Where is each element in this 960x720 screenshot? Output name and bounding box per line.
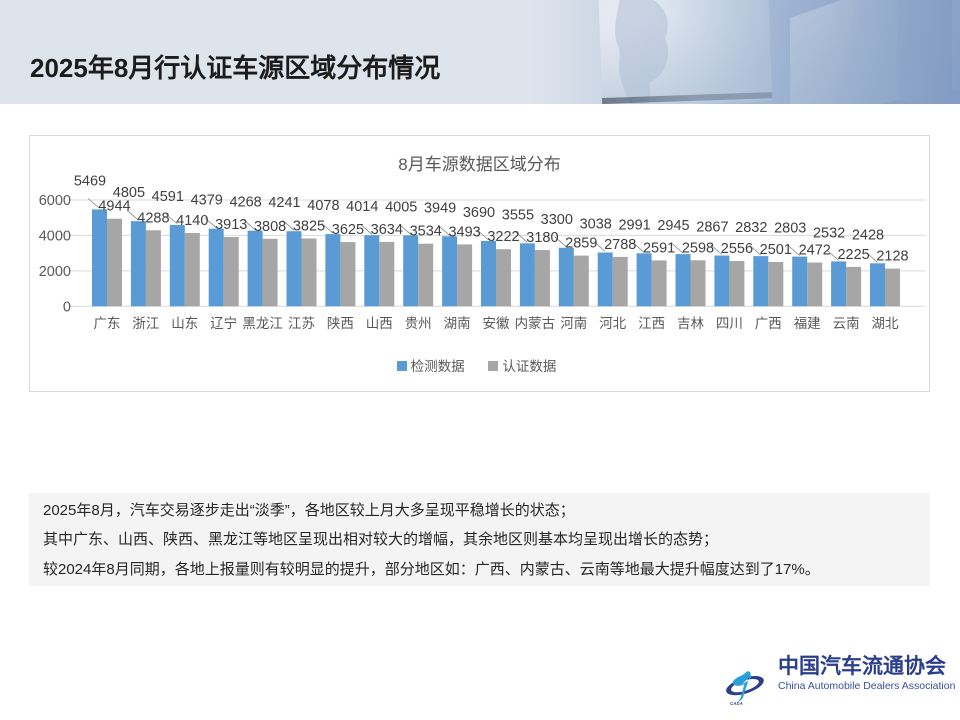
- svg-text:4000: 4000: [39, 228, 71, 244]
- svg-text:2225: 2225: [837, 247, 869, 263]
- svg-text:2501: 2501: [760, 242, 792, 258]
- svg-text:2867: 2867: [696, 220, 728, 236]
- svg-text:2591: 2591: [643, 240, 675, 256]
- svg-text:3038: 3038: [580, 217, 612, 233]
- svg-text:云南: 云南: [833, 316, 860, 331]
- svg-text:3534: 3534: [410, 224, 442, 240]
- svg-text:江西: 江西: [638, 316, 665, 331]
- svg-text:3949: 3949: [424, 200, 456, 216]
- svg-text:5469: 5469: [74, 173, 106, 189]
- svg-text:2859: 2859: [565, 236, 597, 252]
- svg-text:贵州: 贵州: [405, 316, 432, 331]
- svg-text:3493: 3493: [448, 224, 480, 240]
- svg-text:3634: 3634: [371, 222, 403, 238]
- svg-text:山西: 山西: [366, 316, 393, 331]
- svg-text:2556: 2556: [721, 241, 753, 257]
- svg-text:4591: 4591: [152, 189, 184, 205]
- svg-text:广东: 广东: [94, 316, 121, 331]
- svg-text:2428: 2428: [852, 227, 884, 243]
- svg-text:3180: 3180: [526, 230, 558, 246]
- svg-text:4140: 4140: [176, 213, 208, 229]
- svg-text:2532: 2532: [813, 225, 845, 241]
- svg-text:湖南: 湖南: [444, 316, 471, 331]
- svg-text:广西: 广西: [755, 316, 782, 331]
- svg-text:4014: 4014: [346, 199, 378, 215]
- svg-text:湖北: 湖北: [872, 316, 900, 331]
- svg-text:黑龙江: 黑龙江: [242, 316, 283, 331]
- svg-text:3808: 3808: [254, 219, 286, 235]
- svg-text:内蒙古: 内蒙古: [515, 316, 556, 331]
- svg-text:3825: 3825: [293, 219, 325, 235]
- svg-text:4379: 4379: [191, 193, 223, 209]
- svg-text:2128: 2128: [876, 249, 908, 265]
- svg-text:辽宁: 辽宁: [210, 315, 237, 331]
- svg-text:吉林: 吉林: [677, 316, 705, 331]
- svg-text:河南: 河南: [560, 316, 587, 331]
- svg-text:0: 0: [63, 299, 71, 315]
- svg-text:3913: 3913: [215, 217, 247, 233]
- svg-text:山东: 山东: [171, 316, 198, 331]
- svg-text:2788: 2788: [604, 237, 636, 253]
- svg-text:浙江: 浙江: [132, 316, 159, 331]
- svg-text:4005: 4005: [385, 199, 417, 215]
- svg-text:4288: 4288: [137, 210, 169, 226]
- svg-text:3555: 3555: [502, 207, 534, 223]
- svg-text:2472: 2472: [799, 243, 831, 259]
- svg-text:3625: 3625: [332, 222, 364, 238]
- svg-text:4078: 4078: [307, 198, 339, 214]
- svg-text:安徽: 安徽: [483, 316, 510, 331]
- svg-text:江苏: 江苏: [288, 316, 315, 331]
- svg-text:2991: 2991: [618, 217, 650, 233]
- svg-text:福建: 福建: [794, 316, 821, 331]
- svg-text:3300: 3300: [541, 212, 573, 228]
- svg-text:2832: 2832: [735, 220, 767, 236]
- svg-text:4944: 4944: [98, 199, 130, 215]
- svg-text:3222: 3222: [487, 229, 519, 245]
- svg-text:陕西: 陕西: [327, 316, 354, 331]
- svg-text:2803: 2803: [774, 221, 806, 237]
- svg-text:3690: 3690: [463, 205, 495, 221]
- svg-text:4241: 4241: [268, 195, 300, 211]
- svg-text:CADA: CADA: [730, 701, 743, 706]
- svg-text:河北: 河北: [599, 316, 626, 331]
- svg-text:2945: 2945: [657, 218, 689, 234]
- svg-text:2000: 2000: [39, 264, 71, 280]
- svg-text:2598: 2598: [682, 240, 714, 256]
- svg-text:6000: 6000: [39, 193, 71, 209]
- svg-text:四川: 四川: [716, 316, 743, 331]
- svg-text:4268: 4268: [229, 195, 261, 211]
